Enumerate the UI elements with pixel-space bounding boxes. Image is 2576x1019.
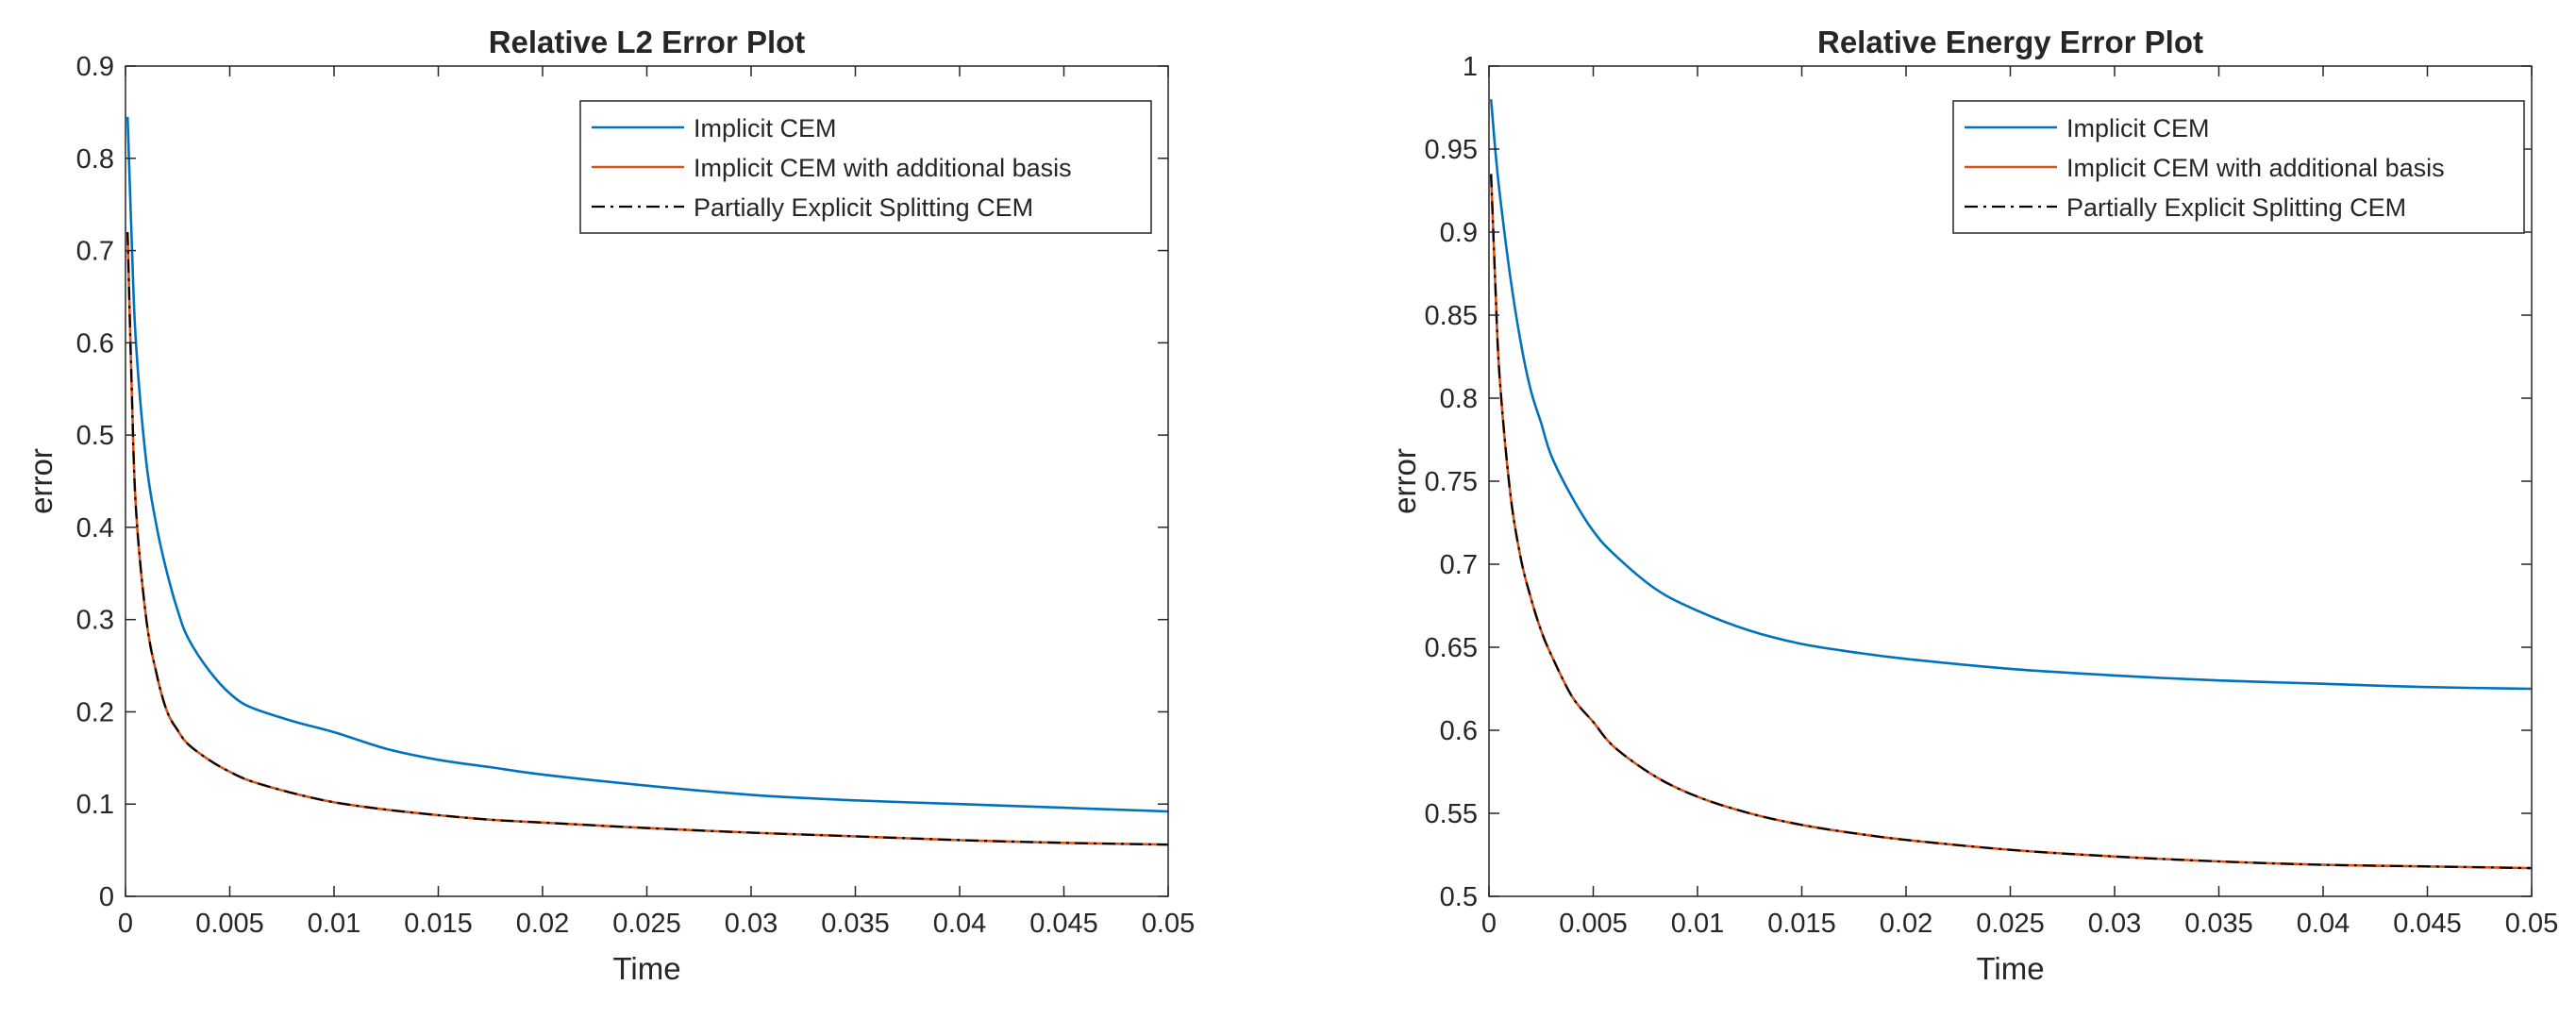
x-tick-label: 0.01 [308,909,360,939]
y-tick-label: 0.8 [76,144,114,175]
x-tick-label: 0.03 [725,909,778,939]
y-tick-label: 0.75 [1425,467,1478,497]
x-tick-label: 0.025 [1976,909,2045,939]
y-tick-label: 0.4 [76,513,114,543]
x-tick-label: 0 [118,909,133,939]
x-tick-label: 0.025 [612,909,681,939]
legend-label-1: Implicit CEM [694,114,837,142]
y-tick-label: 0.9 [76,52,114,82]
x-tick-label: 0.01 [1671,909,1724,939]
x-tick-label: 0.02 [516,909,569,939]
y-tick-label: 1 [1463,52,1478,82]
x-tick-label: 0.05 [1142,909,1195,939]
x-tick-label: 0.04 [2297,909,2350,939]
chart-panel-2: 0 0.005 0.01 0.015 0.02 0.025 0.03 0.035 0.04 0.0… [1387,25,2558,986]
series-line-1 [125,116,1168,813]
chart-title: Relative L2 Error Plot [489,25,806,59]
y-tick-label: 0.55 [1425,799,1478,829]
y-tick-label: 0.3 [76,606,114,636]
x-tick-label: 0.05 [2505,909,2558,939]
x-tick-label: 0 [1481,909,1497,939]
x-tick-label: 0.015 [404,909,473,939]
chart-title: Relative Energy Error Plot [1817,25,2203,59]
legend-label-1: Implicit CEM [2066,114,2210,142]
y-tick-label: 0.85 [1425,301,1478,331]
y-tick-label: 0.6 [1440,716,1478,746]
x-tick-label: 0.035 [821,909,890,939]
y-tick-label: 0.5 [76,421,114,451]
x-tick-label: 0.045 [1029,909,1098,939]
y-tick-label: 0.1 [76,790,114,820]
y-tick-label: 0.7 [1440,550,1478,580]
chart-panel-1: 0 0.005 0.01 0.015 0.02 0.025 0.03 0.035 0.04 0.0… [24,25,1195,986]
y-axis-label: error [1387,448,1422,514]
series-group [125,116,1168,846]
legend-label-3: Partially Explicit Splitting CEM [2066,193,2406,222]
x-axis-label: Time [1976,951,2044,986]
y-axis-label: error [24,448,59,514]
legend-label-3: Partially Explicit Splitting CEM [694,193,1033,222]
x-tick-label: 0.04 [933,909,986,939]
x-tick-label: 0.035 [2184,909,2253,939]
series-line-1 [1489,99,2532,691]
x-tick-label: 0.045 [2393,909,2462,939]
series-line-3 [1490,174,2532,870]
y-tick-label: 0 [99,882,114,912]
y-tick-label: 0.95 [1425,135,1478,165]
x-tick-label: 0.005 [195,909,264,939]
y-tick-label: 0.65 [1425,633,1478,663]
x-tick-label: 0.02 [1880,909,1932,939]
y-tick-label: 0.2 [76,697,114,727]
series-line-3 [126,231,1168,846]
series-group [1489,99,2532,870]
x-tick-label: 0.03 [2088,909,2141,939]
y-tick-label: 0.9 [1440,218,1478,248]
y-tick-label: 0.6 [76,328,114,359]
x-tick-label: 0.015 [1767,909,1836,939]
x-tick-label: 0.005 [1559,909,1628,939]
y-tick-label: 0.8 [1440,384,1478,414]
legend-label-2: Implicit CEM with additional basis [694,154,1072,182]
legend: Implicit CEM Implicit CEM with additional… [579,100,1152,234]
y-tick-label: 0.5 [1440,882,1478,912]
x-axis-label: Time [612,951,680,986]
legend: Implicit CEM Implicit CEM with additional… [1952,100,2525,234]
legend-label-2: Implicit CEM with additional basis [2066,154,2445,182]
y-tick-label: 0.7 [76,237,114,267]
